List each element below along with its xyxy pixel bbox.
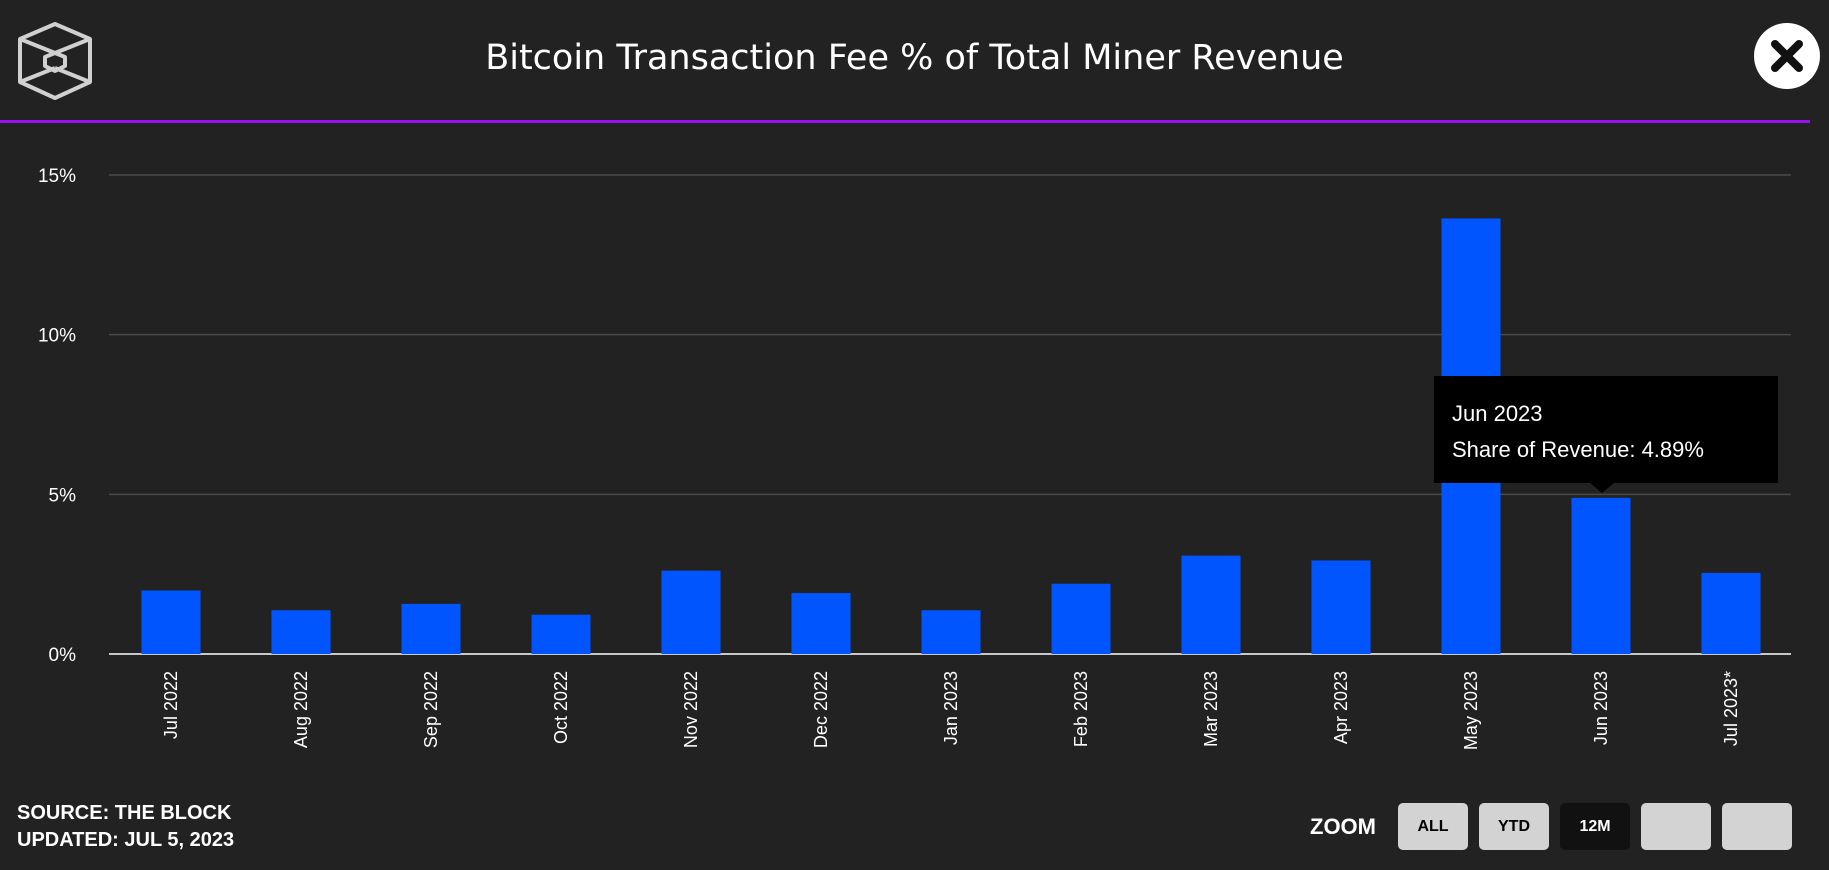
x-tick-label: Jun 2023 (1591, 671, 1611, 745)
zoom-all-button[interactable]: ALL (1398, 803, 1468, 850)
close-button[interactable] (1754, 23, 1820, 89)
tooltip-title: Jun 2023 (1452, 401, 1543, 426)
tooltip-arrow (1590, 483, 1614, 493)
bar-chart: 0% 5% 10% 15% Jul 2022 Aug 2022 Sep 2022 Oct 20… (38, 166, 1791, 750)
bar[interactable] (531, 614, 591, 654)
x-tick-label: Oct 2022 (551, 671, 571, 744)
zoom-blank-button-1[interactable] (1641, 803, 1711, 850)
updated-text: UPDATED: JUL 5, 2023 (17, 829, 235, 851)
x-tick-label: Mar 2023 (1201, 671, 1221, 747)
x-tick-label: Aug 2022 (291, 671, 311, 748)
header-divider (0, 120, 1810, 123)
zoom-label: ZOOM (1310, 814, 1376, 839)
zoom-blank-button-2[interactable] (1722, 803, 1792, 850)
x-tick-label: Dec 2022 (811, 671, 831, 748)
bar[interactable] (1311, 560, 1371, 654)
x-tick-label: Jan 2023 (941, 671, 961, 745)
bar[interactable] (791, 593, 851, 654)
bar[interactable] (1051, 583, 1111, 654)
y-tick-label: 0% (49, 645, 77, 666)
bar[interactable] (921, 610, 981, 654)
close-icon (1771, 40, 1803, 72)
x-tick-label: Sep 2022 (421, 671, 441, 748)
x-tick-label: Nov 2022 (681, 671, 701, 748)
bar[interactable] (271, 610, 331, 654)
y-tick-label: 15% (38, 166, 76, 187)
bar[interactable] (141, 590, 201, 654)
bar[interactable] (1701, 572, 1761, 654)
x-tick-label: Jul 2022 (161, 671, 181, 739)
tooltip: Jun 2023 Share of Revenue: 4.89% (1434, 376, 1778, 483)
y-tick-label: 10% (38, 326, 76, 347)
bar[interactable] (1181, 555, 1241, 654)
x-tick-label: May 2023 (1461, 671, 1481, 750)
bar[interactable] (661, 570, 721, 654)
cube-logo-icon (18, 22, 96, 108)
y-tick-label: 5% (49, 485, 77, 506)
chart-title: Bitcoin Transaction Fee % of Total Miner… (485, 38, 1344, 78)
tooltip-value: Share of Revenue: 4.89% (1452, 437, 1704, 462)
zoom-ytd-button[interactable]: YTD (1479, 803, 1549, 850)
x-tick-label: Feb 2023 (1071, 671, 1091, 747)
x-tick-label: Jul 2023* (1721, 671, 1741, 746)
bar[interactable] (401, 603, 461, 654)
zoom-12m-button[interactable]: 12M (1560, 803, 1630, 850)
x-tick-label: Apr 2023 (1331, 671, 1351, 744)
source-text: SOURCE: THE BLOCK (17, 802, 232, 824)
bar[interactable] (1571, 497, 1631, 654)
